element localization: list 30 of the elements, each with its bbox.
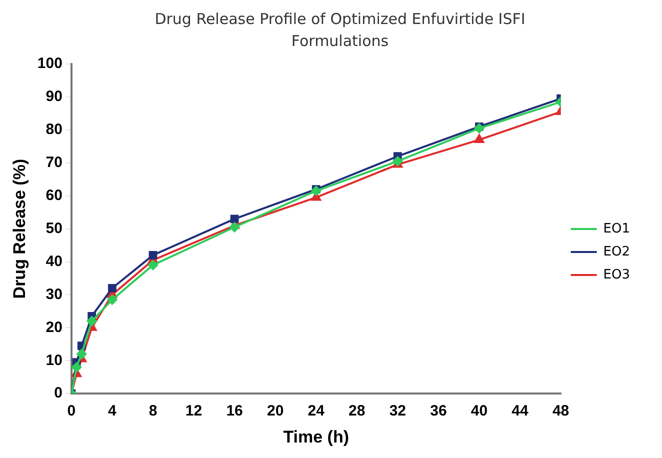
- y-tick-label: 20: [46, 318, 62, 336]
- x-tick-label: 24: [308, 402, 326, 420]
- x-axis-title: Time (h): [283, 427, 350, 446]
- y-tick-label: 100: [37, 55, 62, 72]
- y-tick-label: 90: [46, 88, 62, 106]
- legend-label: EO3: [603, 267, 630, 282]
- y-tick-label: 40: [46, 252, 62, 270]
- x-tick-label: 0: [67, 402, 76, 420]
- legend-label: EO1: [603, 221, 630, 236]
- x-tick-label: 16: [226, 402, 243, 420]
- x-tick-label: 20: [266, 402, 284, 420]
- x-tick-label: 28: [348, 402, 366, 420]
- x-tick-label: 32: [389, 402, 406, 420]
- y-tick-label: 10: [46, 352, 62, 369]
- x-tick-label: 36: [430, 402, 447, 420]
- chart-title: Drug Release Profile of Optimized Enfuvirtide ISFI Formulations: [154, 9, 526, 52]
- y-axis-title: Drug Release (%): [10, 158, 29, 299]
- x-tick-label: 4: [108, 402, 118, 420]
- x-tick-label: 44: [512, 402, 529, 420]
- x-tick-label: 40: [470, 402, 488, 420]
- y-tick-label: 50: [46, 220, 62, 237]
- x-tick-label: 8: [148, 402, 158, 420]
- y-tick-label: 80: [46, 121, 62, 138]
- x-tick-label: 48: [552, 402, 570, 420]
- x-tick-label: 12: [185, 402, 202, 420]
- legend-label: EO2: [603, 244, 630, 260]
- y-tick-label: 30: [46, 286, 62, 303]
- y-tick-label: 60: [46, 186, 62, 204]
- y-tick-label: 70: [46, 154, 62, 172]
- y-tick-label: 0: [54, 384, 62, 402]
